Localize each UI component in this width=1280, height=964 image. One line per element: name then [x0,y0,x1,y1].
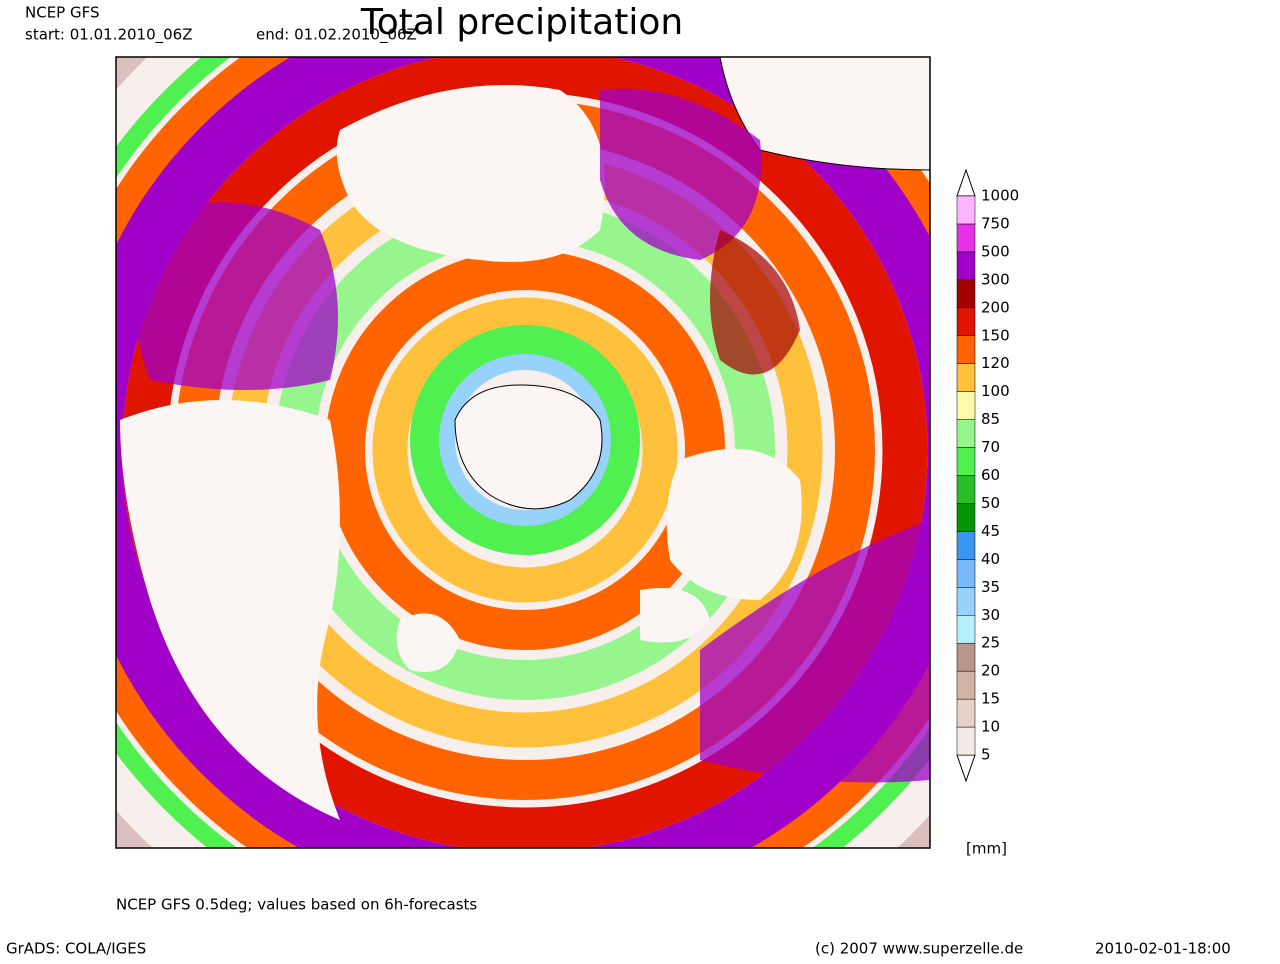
colorbar-label: 45 [981,522,1000,540]
timestamp-label: 2010-02-01-18:00 [1095,940,1231,958]
colorbar-box [956,279,976,309]
colorbar-box [956,391,976,420]
colorbar-box [956,447,976,476]
colorbar-box [956,587,976,616]
colorbar-label: 500 [981,242,1010,260]
colorbar-box [956,223,976,253]
colorbar-label: 10 [981,718,1000,736]
colorbar-label: 5 [981,746,991,764]
colorbar-box [956,419,976,448]
colorbar-label: 300 [981,270,1010,288]
colorbar-label: 70 [981,438,1000,456]
colorbar-label: 60 [981,466,1000,484]
colorbar-box [956,559,976,588]
source-label: NCEP GFS [25,4,100,22]
colorbar-box [956,531,976,560]
unit-label: [mm] [966,840,1007,858]
colorbar-box [956,698,976,728]
colorbar-box [956,503,976,532]
chart-title: Total precipitation [360,2,683,43]
footnote: NCEP GFS 0.5deg; values based on 6h-fore… [116,896,477,914]
credit-label: (c) 2007 www.superzelle.de [815,940,1023,958]
colorbar-box [956,475,976,504]
colorbar-box [956,642,976,672]
precipitation-map [116,57,930,848]
colorbar-box [956,670,976,700]
colorbar-box [956,307,976,336]
map-frame [115,56,931,849]
colorbar-box [956,251,976,281]
colorbar-label: 200 [981,298,1010,316]
colorbar-label: 750 [981,214,1010,232]
colorbar-label: 15 [981,690,1000,708]
colorbar-box [956,335,976,364]
colorbar-high-triangle [956,168,976,197]
colorbar-label: 120 [981,354,1010,372]
colorbar-label: 150 [981,326,1010,344]
end-label: end: 01.02.2010_06Z [256,26,417,45]
colorbar-box [956,195,976,225]
colorbar-box [956,726,976,756]
colorbar-box [956,363,976,392]
colorbar-low-triangle [956,754,976,783]
colorbar-label: 20 [981,662,1000,680]
colorbar: 5 10 15 20 25 30 35 40 45 50 60 70 85 100 120 150 200 300… [956,168,1019,783]
colorbar-label: 25 [981,634,1000,652]
colorbar-label: 50 [981,494,1000,512]
colorbar-label: 30 [981,606,1000,624]
colorbar-label: 1000 [981,187,1019,205]
colorbar-box [956,615,976,644]
colorbar-label: 85 [981,410,1000,428]
start-label: start: 01.01.2010_06Z [25,26,193,45]
colorbar-label: 40 [981,550,1000,568]
colorbar-label: 35 [981,578,1000,596]
colorbar-label: 100 [981,382,1010,400]
software-label: GrADS: COLA/IGES [6,940,146,958]
